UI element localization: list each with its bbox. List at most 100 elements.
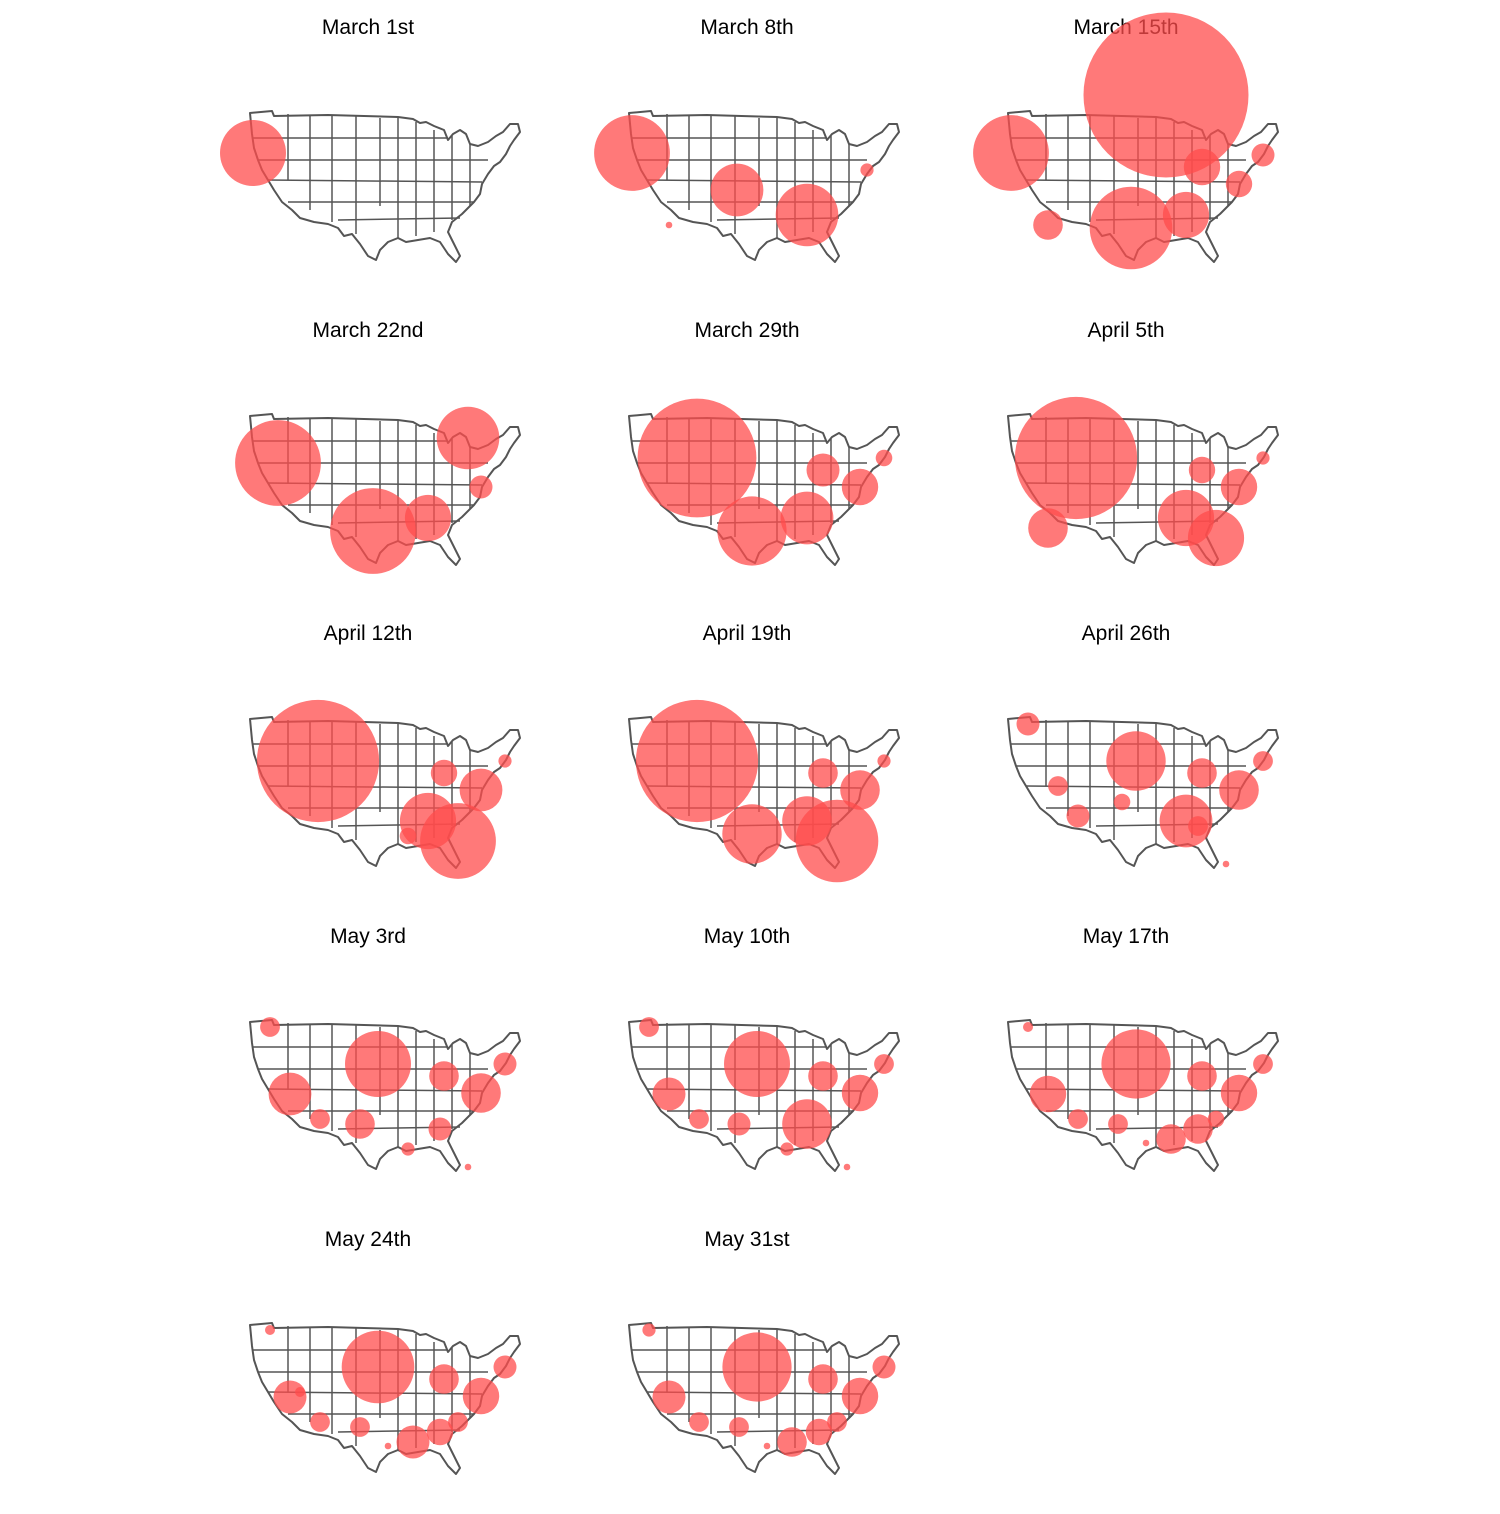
case-bubble-great-lakes — [429, 1364, 459, 1394]
case-bubble-gulf-small — [1142, 1139, 1150, 1147]
case-bubble-great-lakes — [1188, 456, 1216, 484]
us-outline — [628, 1019, 900, 1172]
case-bubble-alabama — [396, 1425, 430, 1459]
case-bubble-south-florida — [843, 1163, 851, 1171]
case-bubble-central-plains — [1101, 1029, 1171, 1099]
case-bubble-new-england — [1256, 451, 1270, 465]
case-bubble-michigan — [436, 406, 500, 470]
case-bubble-mid-atlantic — [1220, 468, 1258, 506]
case-bubble-pacific-northwest — [973, 115, 1049, 191]
map-panel: May 3rd — [178, 909, 558, 1211]
case-bubble-south-florida — [1222, 860, 1230, 868]
case-bubble-great-lakes — [1187, 1061, 1217, 1091]
case-bubble-arizona — [689, 1412, 709, 1432]
case-bubble-florida — [420, 803, 496, 879]
case-bubble-texas — [717, 496, 787, 566]
case-bubble-northwest-large — [635, 699, 759, 823]
panel-title: May 31st — [704, 1228, 790, 1251]
case-bubble-carolinas — [1207, 1110, 1225, 1128]
case-bubble-southwest — [710, 163, 764, 217]
case-bubble-texas-panhandle — [345, 1109, 375, 1139]
case-bubble-georgia — [1188, 816, 1208, 836]
map-panel: March 22nd — [178, 303, 558, 605]
map-panel: May 17th — [936, 909, 1316, 1211]
panel-title: May 24th — [324, 1228, 412, 1251]
case-bubble-deep-south — [1162, 191, 1210, 239]
us-map — [1007, 712, 1279, 869]
case-bubble-deep-south — [780, 491, 834, 545]
case-bubble-south-florida — [464, 1163, 472, 1171]
case-bubble-california-central — [273, 1380, 307, 1414]
case-bubble-central-plains — [1106, 731, 1166, 791]
case-bubble-deep-south — [782, 1099, 832, 1149]
case-bubble-great-lakes — [429, 1061, 459, 1091]
panel-title: May 10th — [703, 925, 791, 948]
case-bubble-new-england — [1251, 143, 1275, 167]
case-bubble-new-england — [1253, 1054, 1273, 1074]
case-bubble-seattle — [1016, 712, 1040, 736]
map-panel: April 26th — [936, 606, 1316, 908]
case-bubble-deep-south — [775, 183, 839, 247]
case-bubble-florida — [795, 799, 879, 883]
case-bubble-great-lakes — [430, 759, 458, 787]
map-panel: March 1st — [178, 0, 558, 302]
case-bubble-oklahoma — [1113, 793, 1131, 811]
case-bubble-texas — [722, 804, 782, 864]
us-map — [249, 1017, 521, 1172]
case-bubble-mid-atlantic — [840, 770, 880, 810]
case-bubble-carolinas — [448, 1412, 468, 1432]
case-bubble-texas — [330, 488, 416, 574]
case-bubble-northwest-large — [1014, 396, 1138, 520]
case-bubble-northwest-large — [637, 398, 757, 518]
case-bubble-nevada — [1048, 776, 1068, 796]
case-bubble-great-lakes — [808, 1364, 838, 1394]
case-bubble-florida — [1187, 509, 1245, 567]
case-bubble-california-central — [268, 1072, 312, 1116]
case-bubble-arizona — [689, 1109, 709, 1129]
case-bubble-southern-california — [1028, 508, 1068, 548]
case-bubble-texas-panhandle — [729, 1417, 749, 1437]
panel-title: April 12th — [323, 622, 413, 645]
case-bubble-mid-atlantic — [462, 1377, 500, 1415]
case-bubble-northwest-large — [256, 699, 380, 823]
case-bubble-louisiana — [401, 1142, 415, 1156]
us-map — [594, 110, 900, 263]
us-map — [628, 1322, 900, 1475]
case-bubble-great-lakes — [808, 758, 838, 788]
map-panel: April 19th — [557, 606, 937, 908]
map-panel: April 12th — [178, 606, 558, 908]
case-bubble-mid-atlantic — [1225, 170, 1253, 198]
case-bubble-northeast — [860, 163, 874, 177]
case-bubble-seattle — [639, 1017, 659, 1037]
case-bubble-mid-atlantic — [461, 1073, 501, 1113]
panel-title: March 8th — [700, 16, 794, 39]
map-panel: March 15th — [936, 0, 1316, 302]
panel-title: March 22nd — [312, 319, 424, 342]
case-bubble-gulf-coast — [399, 827, 417, 845]
case-bubble-central-plains — [341, 1330, 415, 1404]
map-panel: May 10th — [557, 909, 937, 1211]
case-bubble-texas-panhandle — [350, 1417, 370, 1437]
case-bubble-carolinas — [827, 1412, 847, 1432]
map-panel: March 29th — [557, 303, 937, 605]
case-bubble-central-plains — [722, 1332, 792, 1402]
map-panel: May 31st — [557, 1212, 937, 1514]
case-bubble-new-england — [872, 1355, 896, 1379]
case-bubble-alabama — [777, 1427, 807, 1457]
panel-title: April 5th — [1087, 319, 1165, 342]
case-bubble-southern-california — [665, 221, 673, 229]
case-bubble-seattle — [260, 1017, 280, 1037]
us-map — [628, 398, 900, 566]
case-bubble-seattle — [1023, 1022, 1033, 1032]
case-bubble-seattle — [642, 1323, 656, 1337]
case-bubble-california-central — [652, 1380, 686, 1414]
us-outline — [249, 110, 521, 263]
case-bubble-mid-atlantic — [841, 468, 879, 506]
case-bubble-gulf-small — [384, 1442, 392, 1450]
case-bubble-mid-atlantic — [459, 768, 503, 812]
case-bubble-georgia — [805, 1418, 833, 1446]
case-bubble-georgia — [426, 1418, 454, 1446]
case-bubble-deep-south — [404, 494, 452, 542]
case-bubble-northern-plains — [1083, 12, 1249, 178]
case-bubble-mid-atlantic — [841, 1377, 879, 1415]
